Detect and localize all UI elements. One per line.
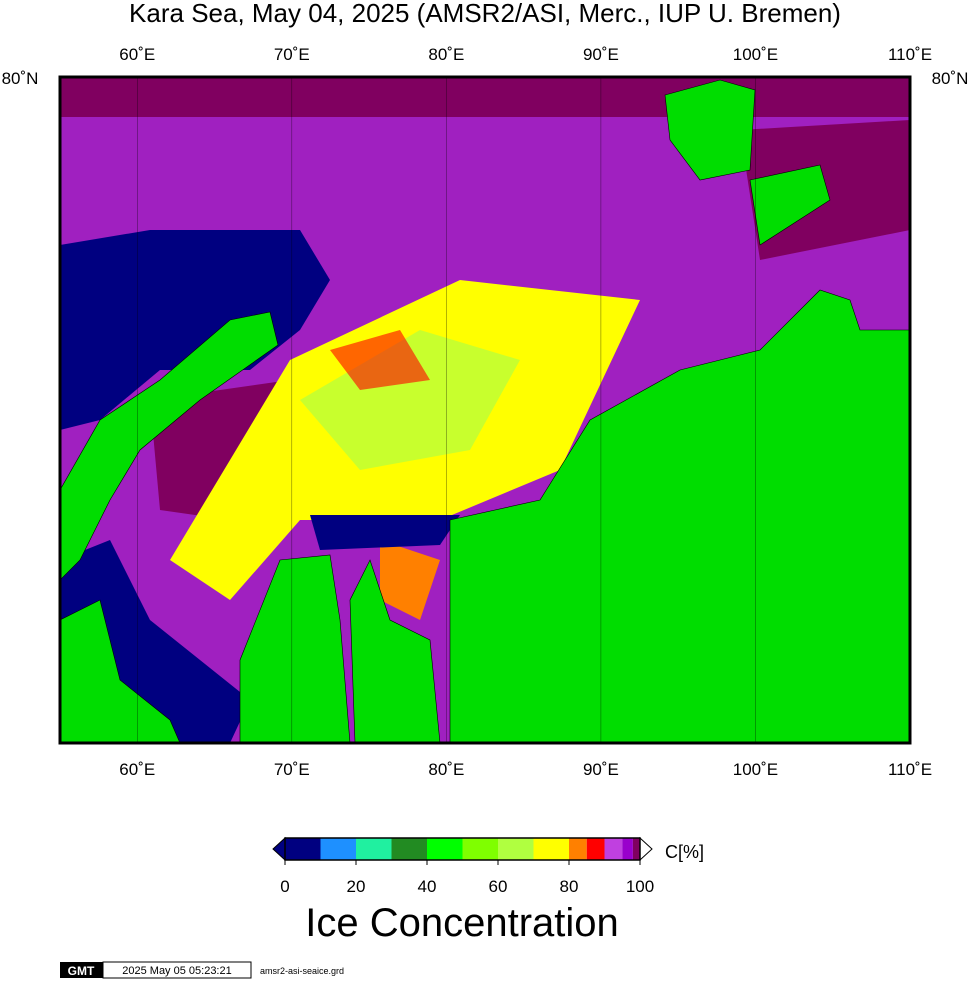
colorbar-bin [427,838,463,860]
land [449,289,910,743]
lon-label: 100˚E [733,760,778,779]
colorbar-bin [604,838,623,860]
lon-label: 80˚E [428,45,464,64]
lon-label: 80˚E [428,760,464,779]
lon-label: 60˚E [119,760,155,779]
colorbar-unit: C[%] [665,842,704,862]
lon-label: 60˚E [119,45,155,64]
file-name: amsr2-asi-seaice.grd [260,966,344,976]
colorbar-bin [533,838,569,860]
colorbar-bin [320,838,356,860]
colorbar-bin [622,838,633,860]
open-water [310,515,460,550]
lon-label: 110˚E [888,760,932,779]
ice-field [60,77,910,117]
map-frame [58,75,912,745]
land [664,79,756,181]
logo: GMT [68,964,95,978]
title: Kara Sea, May 04, 2025 (AMSR2/ASI, Merc.… [129,0,841,28]
map-image [60,77,910,743]
colorbar-bin [586,838,605,860]
land [349,559,441,743]
colorbar-bin [569,838,587,860]
colorbar-bin [356,838,392,860]
colorbar-bin [462,838,498,860]
lat-label: 80˚N [2,69,39,88]
colorbar-end [272,836,286,862]
timestamp-box [102,961,252,979]
colorbar: 0 20 40 60 80 100 [272,836,654,896]
ice-field [330,330,430,390]
ice-field [300,330,520,470]
colorbar-bin [285,838,321,860]
lon-label: 90˚E [583,45,619,64]
colorbar-bin [391,838,427,860]
lon-label: 70˚E [274,760,310,779]
land [60,311,279,581]
logo-box [60,962,103,978]
colorbar-end [639,836,653,862]
open-water [60,230,330,430]
lat-label: 80˚N [932,69,969,88]
timestamp: 2025 May 05 05:23:21 [122,965,231,977]
colorbar-bin [498,838,534,860]
colorbar-title: Ice Concentration [305,901,619,945]
colorbar-bin [632,838,640,860]
colorbar-tick-label: 20 [347,877,366,896]
lon-label: 90˚E [583,760,619,779]
colorbar-tick-label: 60 [489,877,508,896]
land [239,554,351,743]
colorbar-tick-label: 100 [626,877,654,896]
lon-label: 100˚E [733,45,778,64]
colorbar-tick-label: 40 [418,877,437,896]
colorbar-tick-label: 80 [560,877,579,896]
land [60,599,181,743]
ice-field [380,540,440,620]
colorbar-tick-label: 0 [280,877,289,896]
lon-label: 70˚E [274,45,310,64]
colorbar-frame [284,837,641,861]
land [749,164,831,246]
lon-label: 110˚E [888,45,932,64]
